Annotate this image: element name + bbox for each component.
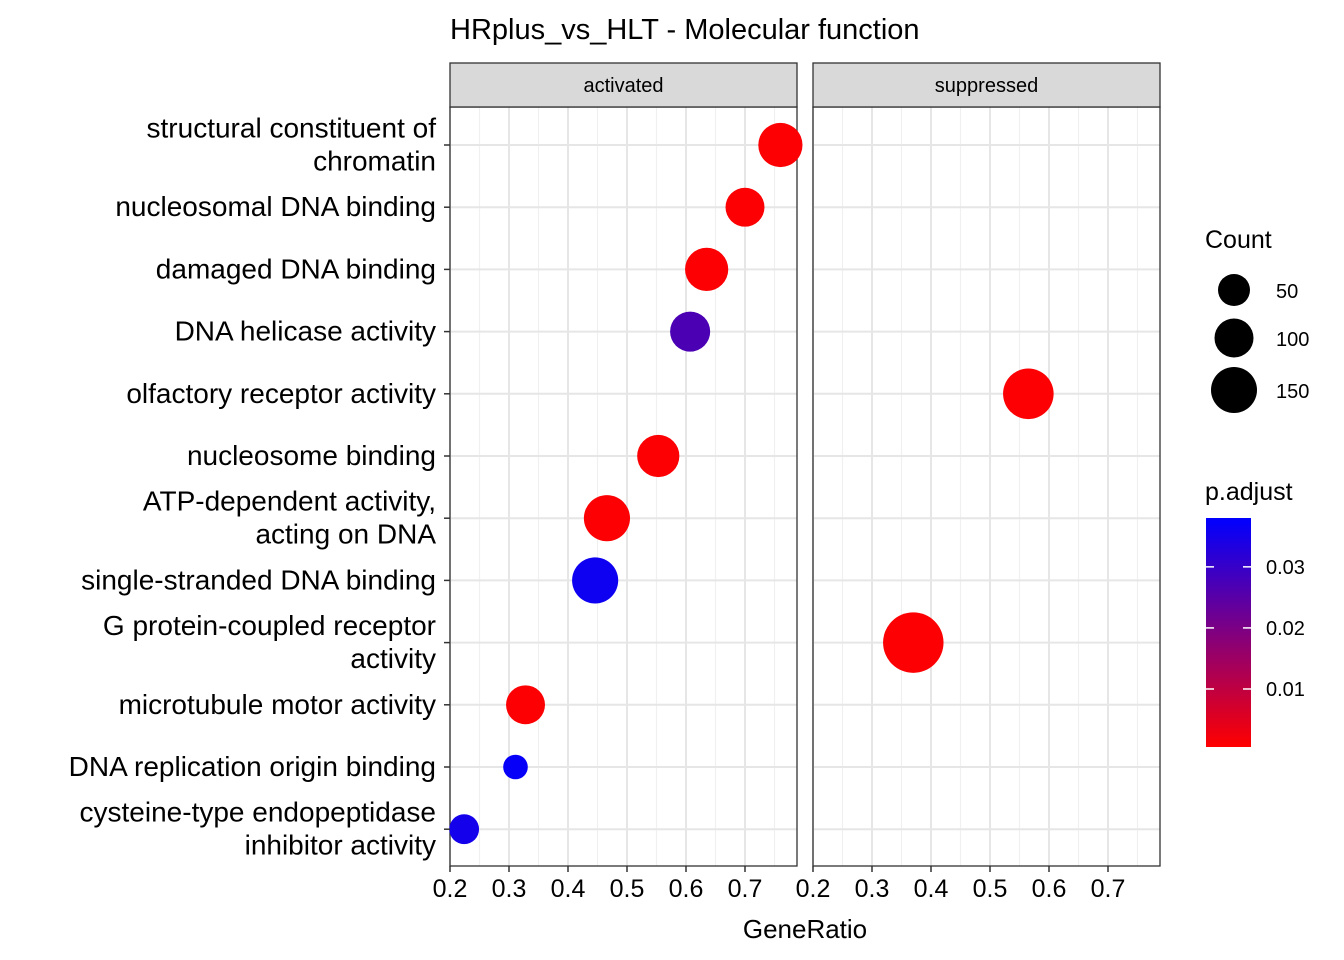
x-tick-label: 0.7 — [1091, 875, 1126, 903]
y-tick-label: cysteine-type endopeptidase — [80, 797, 436, 828]
color-legend-label: 0.01 — [1266, 679, 1305, 701]
y-tick-label: chromatin — [313, 146, 436, 177]
data-point — [725, 187, 765, 227]
facet-panel-activated: 0.2 0.3 0.4 0.5 0.6 0.7 activated — [433, 62, 798, 903]
x-tick-label: 0.6 — [1032, 875, 1067, 903]
y-tick-label: damaged DNA binding — [156, 253, 436, 284]
data-point — [1003, 368, 1054, 420]
data-point — [449, 814, 480, 845]
y-tick-label: DNA helicase activity — [175, 316, 436, 347]
color-legend-label: 0.02 — [1266, 618, 1305, 640]
color-legend-title: p.adjust — [1205, 478, 1293, 506]
x-tick-label: 0.7 — [728, 875, 763, 903]
x-tick-label: 0.5 — [973, 875, 1008, 903]
x-tick-label: 0.4 — [914, 875, 949, 903]
y-tick-label: DNA replication origin binding — [69, 751, 436, 782]
x-tick-label: 0.2 — [433, 875, 468, 903]
data-point — [583, 495, 631, 542]
size-legend-key — [1214, 318, 1254, 358]
x-tick-label: 0.4 — [551, 875, 586, 903]
chart-title: HRplus_vs_HLT - Molecular function — [450, 14, 920, 46]
size-legend-label: 150 — [1276, 381, 1309, 403]
size-legend-key — [1211, 367, 1257, 413]
y-tick-label: nucleosomal DNA binding — [115, 191, 436, 222]
facet-strip-label: activated — [583, 75, 663, 97]
y-tick-label: activity — [350, 643, 436, 674]
data-point — [758, 122, 803, 168]
data-point — [503, 754, 528, 780]
data-point — [572, 557, 619, 604]
size-legend-key — [1218, 274, 1250, 306]
x-axis-label: GeneRatio — [743, 914, 867, 944]
x-tick-label: 0.5 — [610, 875, 645, 903]
x-tick-label: 0.3 — [492, 875, 527, 903]
data-point — [685, 247, 729, 292]
color-legend-label: 0.03 — [1266, 557, 1305, 579]
size-legend-title: Count — [1205, 226, 1272, 254]
y-tick-label: inhibitor activity — [245, 830, 436, 861]
panel-background — [450, 107, 797, 866]
size-legend-label: 100 — [1276, 329, 1309, 351]
color-legend-bar — [1206, 518, 1251, 747]
y-tick-label: acting on DNA — [255, 519, 436, 550]
x-tick-label: 0.2 — [796, 875, 831, 903]
data-point — [506, 685, 545, 725]
y-tick-label: microtubule motor activity — [119, 689, 436, 720]
data-point — [670, 311, 711, 352]
size-legend-label: 50 — [1276, 281, 1298, 303]
data-point — [637, 434, 680, 478]
y-tick-label: ATP-dependent activity, — [143, 486, 436, 517]
facet-strip — [449, 62, 798, 108]
y-tick-label: nucleosome binding — [187, 440, 436, 471]
data-point — [883, 612, 944, 673]
y-tick-label: G protein-coupled receptor — [103, 610, 436, 641]
y-tick-label: olfactory receptor activity — [126, 378, 436, 409]
facet-panel-suppressed: 0.2 0.3 0.4 0.5 0.6 0.7 suppressed — [796, 62, 1161, 903]
y-tick-label: structural constituent of — [147, 113, 437, 144]
y-tick-label: single-stranded DNA binding — [81, 564, 436, 595]
facet-strip-label: suppressed — [935, 75, 1038, 97]
x-tick-label: 0.3 — [855, 875, 890, 903]
panel-background — [813, 107, 1160, 866]
facet-strip — [812, 62, 1161, 108]
x-tick-label: 0.6 — [669, 875, 704, 903]
